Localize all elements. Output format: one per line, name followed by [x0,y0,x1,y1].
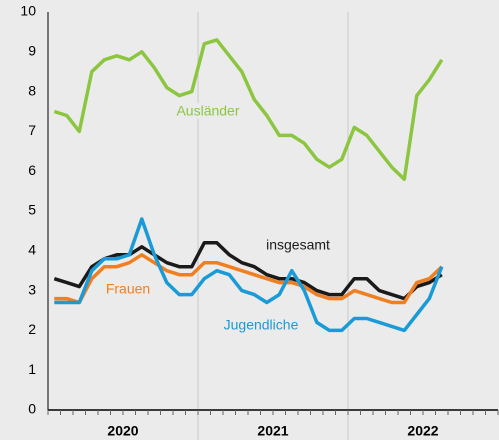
year-label: 2021 [257,423,288,439]
y-tick-label: 0 [28,401,36,417]
series-label: Jugendliche [224,317,299,333]
y-tick-label: 9 [28,43,36,59]
series-line [54,253,444,305]
series-label: insgesamt [266,237,330,253]
series-line [54,217,444,333]
y-tick-label: 1 [28,361,36,377]
series-line [53,38,444,181]
series-line [53,241,443,301]
label-background [172,102,244,119]
y-tick-label: 3 [28,281,36,297]
y-tick-label: 6 [28,162,36,178]
y-tick-label: 5 [28,202,36,218]
y-tick-label: 2 [28,321,36,337]
y-tick-label: 4 [28,242,36,258]
label-background [101,280,155,297]
label-background [219,316,303,333]
series-label: Frauen [106,281,150,297]
y-tick-label: 7 [28,122,36,138]
series-label: Ausländer [176,103,239,119]
year-label: 2022 [407,423,438,439]
y-tick-label: 8 [28,82,36,98]
label-background [262,236,335,253]
y-tick-label: 10 [20,3,36,19]
year-label: 2020 [107,423,138,439]
